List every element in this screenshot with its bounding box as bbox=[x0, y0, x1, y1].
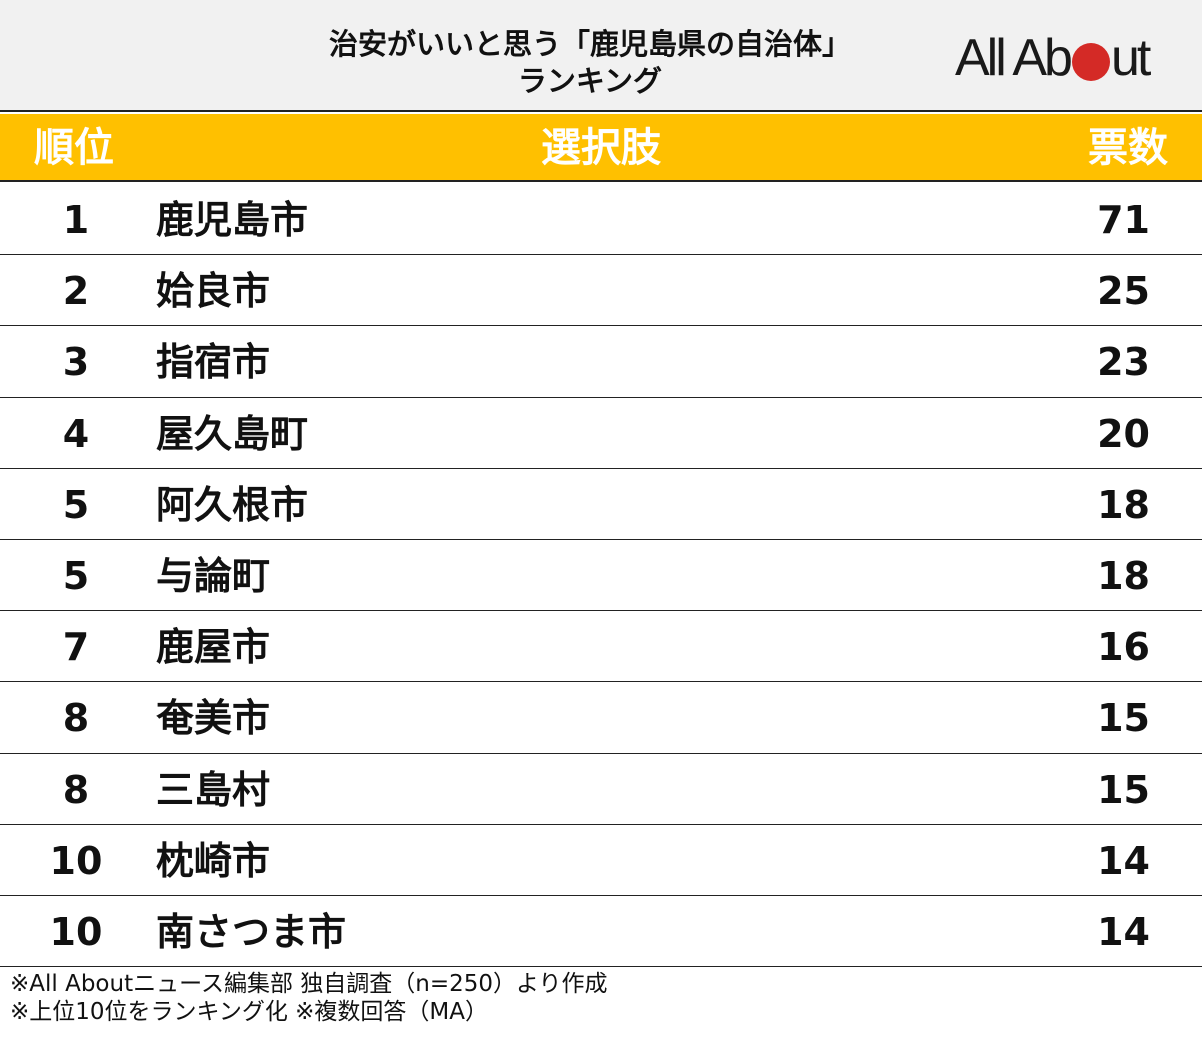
rank-cell: 10 bbox=[49, 838, 103, 883]
rank-cell: 8 bbox=[62, 767, 90, 812]
table-row: 2 姶良市 25 bbox=[0, 255, 1202, 327]
votes-cell: 18 bbox=[1097, 482, 1150, 527]
ranking-table-body: 1 鹿児島市 71 2 姶良市 25 3 指宿市 23 4 屋久島町 20 5 … bbox=[0, 184, 1202, 968]
table-row: 7 鹿屋市 16 bbox=[0, 611, 1202, 683]
logo-red-dot-icon bbox=[1071, 43, 1110, 81]
name-cell: 鹿屋市 bbox=[156, 625, 271, 670]
name-cell: 枕崎市 bbox=[156, 838, 271, 883]
votes-cell: 15 bbox=[1097, 767, 1150, 812]
name-cell: 奄美市 bbox=[156, 696, 271, 741]
title-line-2: ランキング bbox=[517, 64, 663, 98]
votes-cell: 18 bbox=[1097, 553, 1150, 598]
rank-cell: 5 bbox=[62, 482, 90, 527]
source-note-2: ※上位10位をランキング化 ※複数回答（MA） bbox=[10, 999, 489, 1025]
column-header-rank: 順位 bbox=[34, 125, 114, 171]
all-about-logo: All Ab ut bbox=[955, 30, 1170, 86]
chart-title: 治安がいいと思う「鹿児島県の自治体」 ランキング bbox=[0, 26, 1180, 100]
title-line-1: 治安がいいと思う「鹿児島県の自治体」 bbox=[328, 27, 851, 61]
votes-cell: 14 bbox=[1097, 909, 1150, 954]
table-column-header: 順位 選択肢 票数 bbox=[0, 114, 1202, 182]
votes-cell: 23 bbox=[1097, 340, 1150, 385]
source-note-1: ※All Aboutニュース編集部 独自調査（n=250）より作成 bbox=[10, 971, 608, 997]
votes-cell: 15 bbox=[1097, 696, 1150, 741]
table-row: 8 三島村 15 bbox=[0, 754, 1202, 825]
votes-cell: 16 bbox=[1097, 625, 1150, 670]
name-cell: 指宿市 bbox=[156, 340, 271, 385]
name-cell: 与論町 bbox=[156, 553, 271, 598]
table-row: 1 鹿児島市 71 bbox=[0, 184, 1202, 256]
rank-cell: 7 bbox=[62, 625, 90, 670]
column-header-choice: 選択肢 bbox=[541, 125, 661, 171]
name-cell: 屋久島町 bbox=[156, 411, 309, 456]
name-cell: 阿久根市 bbox=[156, 482, 309, 527]
table-row: 10 南さつま市 14 bbox=[0, 896, 1202, 968]
rank-cell: 8 bbox=[62, 696, 90, 741]
column-header-votes: 票数 bbox=[1088, 125, 1168, 171]
rank-cell: 2 bbox=[62, 269, 90, 314]
logo-text-prefix: All Ab bbox=[955, 29, 1073, 87]
table-row: 8 奄美市 15 bbox=[0, 682, 1202, 754]
name-cell: 姶良市 bbox=[156, 269, 271, 314]
votes-cell: 25 bbox=[1097, 269, 1150, 314]
name-cell: 三島村 bbox=[156, 767, 271, 812]
table-row: 4 屋久島町 20 bbox=[0, 398, 1202, 469]
votes-cell: 71 bbox=[1097, 198, 1150, 242]
rank-cell: 5 bbox=[62, 553, 90, 598]
table-row: 3 指宿市 23 bbox=[0, 326, 1202, 398]
rank-cell: 10 bbox=[49, 909, 103, 954]
rank-cell: 3 bbox=[62, 340, 90, 385]
name-cell: 鹿児島市 bbox=[156, 198, 309, 242]
votes-cell: 14 bbox=[1097, 838, 1150, 883]
source-notes: ※All Aboutニュース編集部 独自調査（n=250）より作成 ※上位10位… bbox=[10, 970, 608, 1026]
table-row: 5 阿久根市 18 bbox=[0, 469, 1202, 540]
votes-cell: 20 bbox=[1097, 411, 1150, 456]
table-row: 5 与論町 18 bbox=[0, 540, 1202, 612]
title-header: 治安がいいと思う「鹿児島県の自治体」 ランキング All Ab ut bbox=[0, 0, 1202, 112]
name-cell: 南さつま市 bbox=[156, 909, 347, 954]
rank-cell: 1 bbox=[62, 198, 90, 242]
table-row: 10 枕崎市 14 bbox=[0, 825, 1202, 896]
logo-text-suffix: ut bbox=[1110, 29, 1151, 87]
rank-cell: 4 bbox=[62, 411, 90, 456]
